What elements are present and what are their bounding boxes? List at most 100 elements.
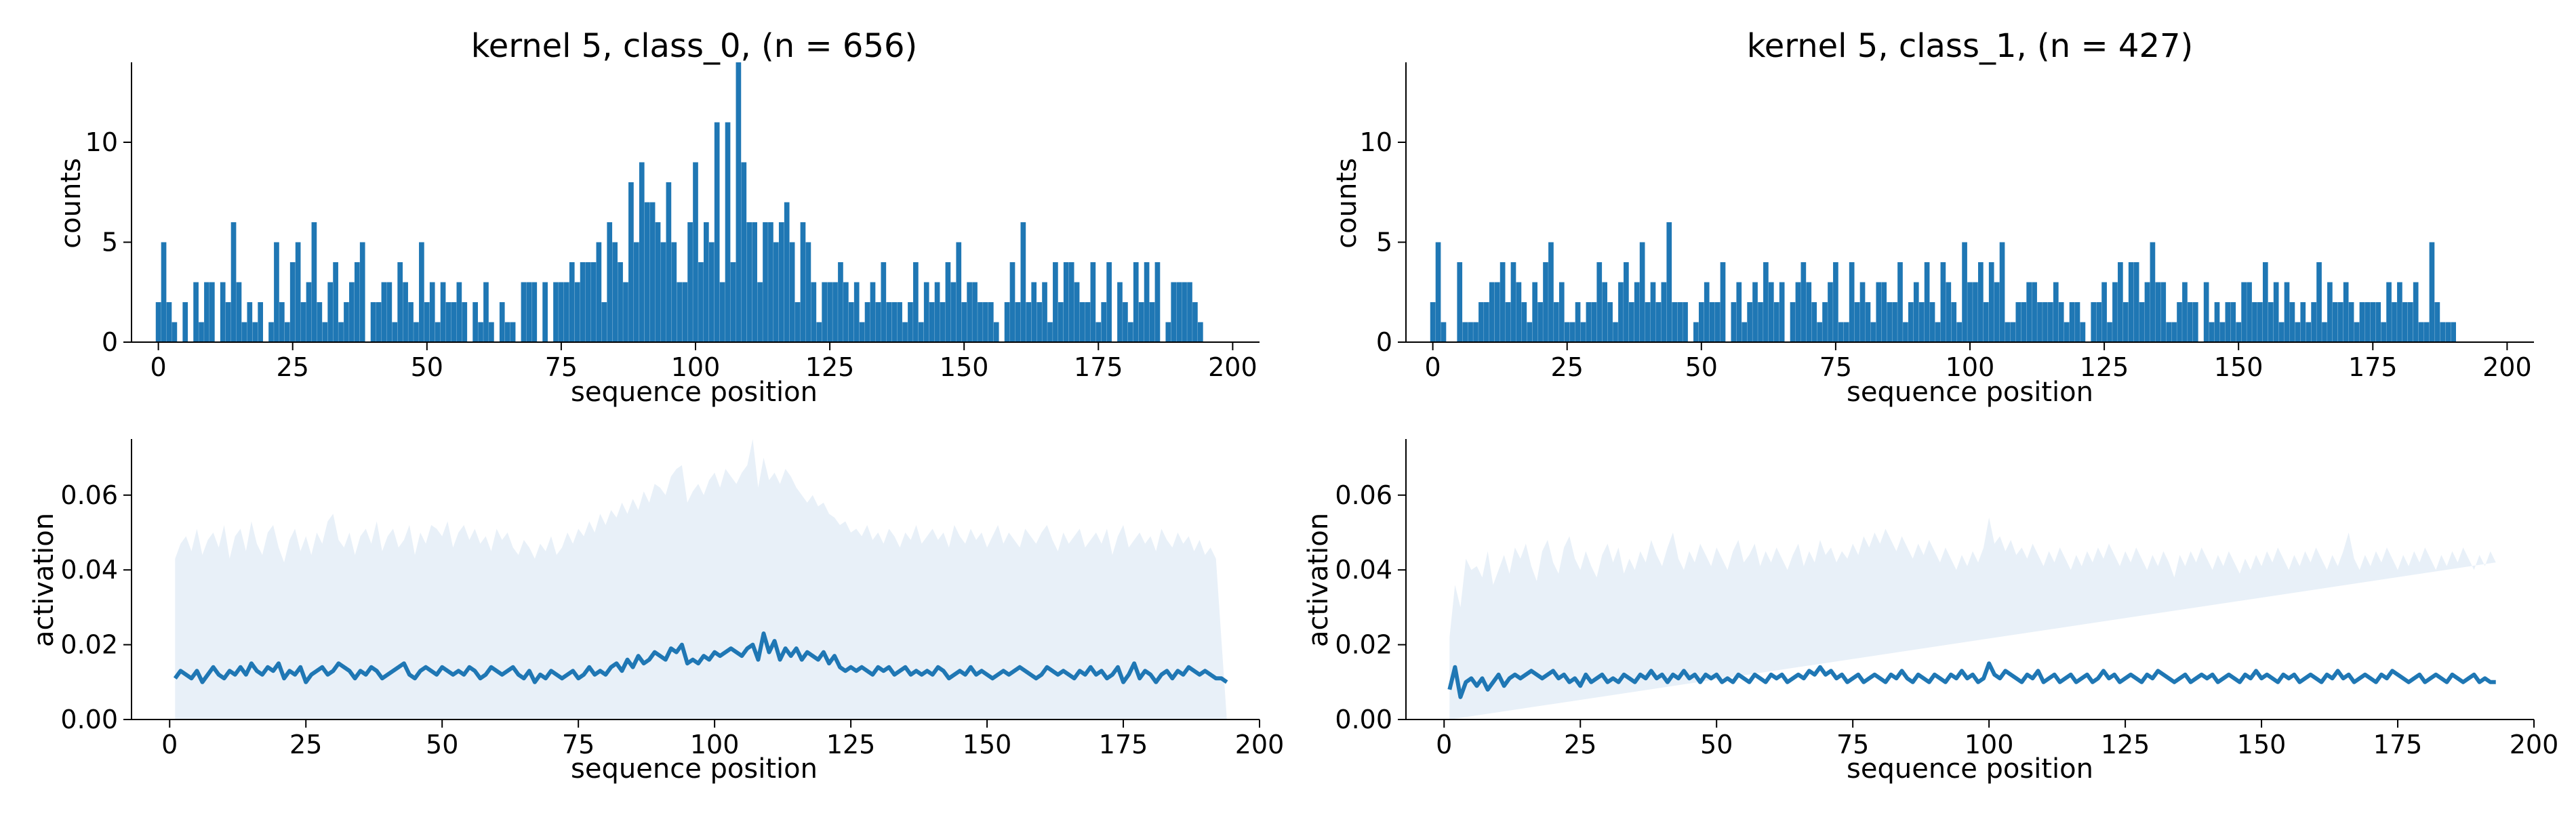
p1-bar-95: [1940, 262, 1946, 342]
p1-bar-73: [1822, 302, 1828, 342]
p0-bar-44: [392, 322, 398, 342]
p1-x-tick-label-25: 25: [1551, 352, 1584, 382]
p1-bar-133: [2144, 282, 2150, 342]
p0-bar-101: [698, 262, 704, 342]
p0-bar-182: [1133, 262, 1139, 342]
p0-bar-143: [923, 282, 929, 342]
p1-bar-184: [2418, 322, 2424, 342]
p0-bar-47: [408, 302, 414, 342]
p0-bar-94: [660, 242, 666, 342]
p1-bar-138: [2171, 322, 2177, 342]
p1-bar-120: [2074, 302, 2080, 342]
p3-y-tick-label-0.06: 0.06: [1335, 480, 1392, 510]
p1-bar-176: [2375, 302, 2381, 342]
p0-bar-14: [230, 222, 237, 342]
p0-bar-49: [419, 242, 424, 342]
y-axis-label-activation-class0: activation: [28, 513, 60, 647]
p1-bar-112: [2032, 282, 2037, 342]
p1-bar-50: [1698, 302, 1704, 342]
p1-bar-190: [2451, 322, 2456, 342]
p1-bar-186: [2429, 242, 2435, 342]
p0-bar-21: [268, 322, 274, 342]
p0-bar-42: [381, 282, 387, 342]
p0-bar-80: [585, 262, 591, 342]
p0-bar-74: [553, 282, 559, 342]
p1-bar-171: [2348, 302, 2354, 342]
p1-bar-182: [2407, 302, 2413, 342]
p0-bar-113: [763, 222, 768, 342]
p0-bar-82: [596, 242, 602, 342]
p0-bar-52: [435, 322, 441, 342]
p1-bar-53: [1714, 302, 1720, 342]
p1-bar-79: [1854, 302, 1860, 342]
p1-bar-58: [1742, 322, 1748, 342]
p1-bar-40: [1645, 302, 1651, 342]
p0-bar-106: [725, 122, 731, 342]
p1-x-tick-label-50: 50: [1685, 352, 1718, 382]
p1-bar-26: [1569, 322, 1575, 342]
p3-x-tick-label-50: 50: [1700, 730, 1733, 759]
p0-bar-145: [934, 282, 940, 342]
p0-y-tick-label-10: 10: [85, 127, 118, 157]
p1-bar-181: [2402, 302, 2408, 342]
p1-bar-81: [1865, 302, 1871, 342]
p1-bar-189: [2445, 322, 2451, 342]
p0-bar-169: [1063, 262, 1069, 342]
p1-bar-147: [2219, 322, 2226, 342]
p0-bar-30: [317, 302, 323, 342]
p1-bar-31: [1596, 262, 1603, 342]
p0-bar-134: [875, 302, 881, 342]
p1-bar-15: [1510, 262, 1516, 342]
p0-bar-185: [1149, 302, 1155, 342]
p0-bar-41: [376, 302, 382, 342]
p0-bar-7: [193, 282, 199, 342]
p0-bar-28: [306, 282, 312, 342]
p1-bar-105: [1994, 282, 2000, 342]
p0-bar-141: [913, 262, 919, 342]
p1-bar-153: [2252, 302, 2257, 342]
p1-bar-27: [1575, 302, 1581, 342]
p0-bar-154: [983, 302, 988, 342]
p0-x-tick-label-0: 0: [150, 352, 167, 382]
p1-y-tick-label-0: 0: [1376, 327, 1392, 357]
p1-bar-11: [1489, 282, 1495, 342]
p1-bar-129: [2122, 302, 2129, 342]
p1-bar-173: [2359, 302, 2365, 342]
p0-bar-148: [950, 282, 957, 342]
p1-bar-128: [2118, 262, 2123, 342]
p2-x-tick-label-175: 175: [1099, 730, 1148, 759]
p1-bar-44: [1666, 222, 1672, 342]
p1-bar-108: [2010, 322, 2016, 342]
y-axis-label-counts-class1: counts: [1331, 158, 1363, 249]
p0-bar-88: [628, 182, 634, 342]
p0-bar-181: [1127, 322, 1133, 342]
p0-bar-12: [220, 282, 226, 342]
activation-class0-panel: activation sequence position 0 25 50 75 100 1…: [28, 439, 1284, 785]
p0-bar-54: [445, 302, 451, 342]
p0-bar-172: [1079, 302, 1085, 342]
p0-x-tick-label-25: 25: [277, 352, 309, 382]
p0-x-tick-label-200: 200: [1208, 352, 1257, 382]
p0-bar-77: [569, 262, 575, 342]
p0-bar-119: [794, 302, 801, 342]
p0-bar-55: [451, 302, 457, 342]
p1-bar-175: [2370, 302, 2376, 342]
p0-bar-100: [693, 162, 698, 342]
p0-bar-129: [848, 302, 854, 342]
p0-bar-60: [478, 322, 483, 342]
p0-bar-163: [1031, 282, 1037, 342]
p1-bar-113: [2037, 302, 2042, 342]
p1-bar-98: [1956, 322, 1962, 342]
p1-bar-154: [2257, 302, 2263, 342]
p1-bar-72: [1817, 322, 1822, 342]
p0-bar-194: [1197, 322, 1203, 342]
p1-bar-69: [1800, 262, 1807, 342]
p1-bar-16: [1516, 282, 1522, 342]
p0-bar-5: [182, 302, 188, 342]
p0-bar-151: [967, 282, 972, 342]
p1-bar-63: [1768, 282, 1774, 342]
p0-bar-36: [349, 282, 355, 342]
p1-bar-10: [1484, 302, 1489, 342]
p1-bar-117: [2058, 302, 2064, 342]
p0-bar-189: [1171, 282, 1177, 342]
